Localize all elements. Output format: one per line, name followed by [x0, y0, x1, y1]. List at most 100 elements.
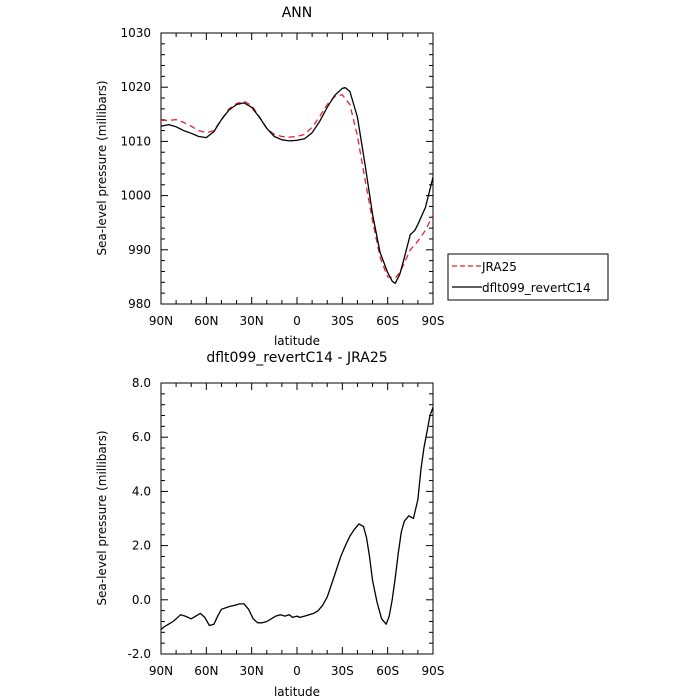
data-point-top-s1 — [333, 94, 336, 97]
data-point-top-s1 — [311, 131, 314, 134]
data-point-bottom-s0 — [194, 615, 197, 618]
data-point-bottom-s0 — [160, 628, 163, 631]
data-point-top-s1 — [364, 163, 367, 166]
data-point-bottom-s0 — [371, 579, 374, 582]
data-point-bottom-s0 — [348, 535, 351, 538]
x-tick-label-top: 90S — [422, 314, 445, 328]
y-tick-label-bottom: -2.0 — [128, 647, 151, 661]
data-point-top-s1 — [280, 138, 283, 141]
data-point-bottom-s0 — [265, 620, 268, 623]
series-line-difference — [160, 407, 434, 631]
data-point-top-s1 — [326, 106, 329, 109]
data-point-top-s1 — [409, 233, 412, 236]
y-tick-label-bottom: 2.0 — [132, 539, 151, 553]
y-tick-label-bottom: 6.0 — [132, 430, 151, 444]
data-point-bottom-s0 — [247, 608, 250, 611]
data-point-bottom-s0 — [296, 615, 299, 618]
data-point-top-s1 — [288, 139, 291, 142]
chart-panel-bottom: dflt099_revertC14 - JRA25 90N 60N 30N 0 30S 6… — [95, 350, 444, 699]
data-point-top-s1 — [386, 271, 389, 274]
data-point-bottom-s0 — [243, 602, 246, 605]
data-point-bottom-s0 — [203, 616, 206, 619]
data-point-bottom-s0 — [353, 528, 356, 531]
data-point-bottom-s0 — [422, 447, 425, 450]
data-point-bottom-s0 — [220, 608, 223, 611]
data-point-bottom-s0 — [217, 613, 220, 616]
data-point-bottom-s0 — [279, 613, 282, 616]
data-point-bottom-s0 — [228, 605, 231, 608]
data-point-bottom-s0 — [256, 621, 259, 624]
data-point-top-s1 — [235, 103, 238, 106]
data-point-bottom-s0 — [400, 531, 403, 534]
data-point-bottom-s0 — [317, 609, 320, 612]
data-point-top-s0 — [364, 178, 367, 181]
data-point-bottom-s0 — [303, 615, 306, 618]
data-point-bottom-s0 — [344, 544, 347, 547]
data-point-top-s1 — [379, 251, 382, 254]
chart-title-bottom: dflt099_revertC14 - JRA25 — [206, 350, 387, 366]
data-point-top-s1 — [391, 280, 394, 283]
data-point-bottom-s0 — [208, 624, 211, 627]
data-point-bottom-s0 — [321, 604, 324, 607]
data-point-bottom-s0 — [426, 430, 429, 433]
data-point-bottom-s0 — [412, 517, 415, 520]
data-point-bottom-s0 — [358, 522, 361, 525]
data-point-bottom-s0 — [365, 536, 368, 539]
data-point-bottom-s0 — [391, 598, 394, 601]
x-axis-label-top: latitude — [274, 334, 320, 348]
data-point-top-s0 — [205, 131, 208, 134]
series-line-jra25 — [161, 94, 434, 279]
data-point-bottom-s0 — [175, 617, 178, 620]
chart-title-top: ANN — [282, 5, 313, 21]
legend-label-jra25: JRA25 — [481, 260, 517, 274]
y-tick-label-top: 1030 — [120, 26, 151, 40]
data-point-top-s1 — [394, 282, 397, 285]
series-line-dflt099-revertc14 — [160, 87, 434, 285]
data-point-bottom-s0 — [403, 520, 406, 523]
data-point-top-s1 — [303, 137, 306, 140]
x-tick-label-bottom: 0 — [293, 664, 301, 678]
data-point-bottom-s0 — [299, 616, 302, 619]
data-point-top-s1 — [205, 136, 208, 139]
data-point-top-s1 — [190, 132, 193, 135]
data-point-bottom-s0 — [394, 577, 397, 580]
x-axis-label-bottom: latitude — [274, 685, 320, 699]
data-point-bottom-s0 — [388, 615, 391, 618]
data-point-top-s0 — [432, 214, 435, 217]
y-tick-label-top: 980 — [128, 297, 151, 311]
x-tick-label-top: 90N — [149, 314, 173, 328]
x-tick-label-bottom: 30N — [240, 664, 264, 678]
data-point-bottom-s0 — [234, 604, 237, 607]
data-point-bottom-s0 — [432, 406, 435, 409]
y-tick-label-top: 1020 — [120, 80, 151, 94]
data-point-top-s1 — [175, 125, 178, 128]
data-point-top-s0 — [394, 277, 397, 280]
data-point-bottom-s0 — [326, 596, 329, 599]
y-tick-label-top: 1000 — [120, 189, 151, 203]
legend-label-dflt099: dflt099_revertC14 — [482, 281, 591, 295]
data-point-bottom-s0 — [252, 617, 255, 620]
y-tick-label-bottom: 0.0 — [132, 593, 151, 607]
data-point-top-s1 — [167, 123, 170, 126]
data-point-bottom-s0 — [184, 615, 187, 618]
data-point-bottom-s0 — [163, 625, 166, 628]
x-tick-label-bottom: 60S — [376, 664, 399, 678]
data-point-top-s1 — [160, 125, 163, 128]
data-point-bottom-s0 — [270, 617, 273, 620]
data-point-top-s1 — [432, 176, 435, 179]
data-point-bottom-s0 — [212, 623, 215, 626]
data-point-top-s0 — [416, 240, 419, 243]
data-point-top-s0 — [288, 136, 291, 139]
data-point-top-s1 — [228, 109, 231, 112]
data-point-top-s1 — [413, 229, 416, 232]
data-point-top-s1 — [296, 139, 299, 142]
data-point-bottom-s0 — [380, 617, 383, 620]
data-point-bottom-s0 — [416, 498, 419, 501]
data-point-top-s1 — [182, 129, 185, 132]
data-point-bottom-s0 — [362, 525, 365, 528]
data-point-top-s1 — [212, 130, 215, 133]
x-tick-label-top: 60N — [194, 314, 218, 328]
data-point-top-s0 — [341, 93, 344, 96]
data-point-bottom-s0 — [330, 582, 333, 585]
